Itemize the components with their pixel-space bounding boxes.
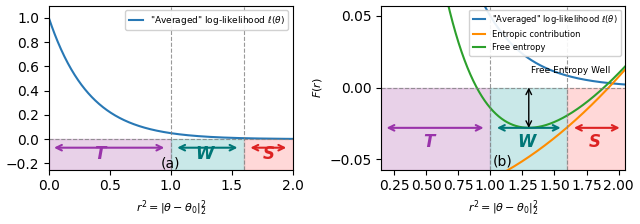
"Averaged" log-likelihood $\ell(\theta)$ (177, 133, 184, 136)
Free entropy (614, 73, 622, 75)
X-axis label: $r^2 = |\theta - \theta_0|_2^2$: $r^2 = |\theta - \theta_0|_2^2$ (468, 199, 538, 218)
"Averaged" log-likelihood $\ell(\theta)$ (283, 138, 291, 140)
Legend: "Averaged" log-likelihood $\ell(\theta)$: "Averaged" log-likelihood $\ell(\theta)$ (125, 10, 288, 30)
Entropic contribution (490, 177, 497, 179)
Line: Free entropy: Free entropy (381, 0, 625, 128)
Entropic contribution (570, 121, 577, 123)
Line: Entropic contribution: Entropic contribution (381, 70, 625, 206)
"Averaged" log-likelihood $\ell(\theta)$ (245, 137, 253, 140)
Free entropy (490, 110, 497, 113)
Free entropy (496, 116, 504, 118)
"Averaged" log-likelihood $\ell(\theta)$ (496, 29, 504, 32)
Legend: "Averaged" log-likelihood $\ell(\theta)$, Entropic contribution, Free entropy: "Averaged" log-likelihood $\ell(\theta)$… (470, 10, 621, 56)
"Averaged" log-likelihood $\ell(\theta)$ (163, 131, 170, 134)
"Averaged" log-likelihood $\ell(\theta)$ (614, 83, 621, 85)
"Averaged" log-likelihood $\ell(\theta)$ (614, 83, 622, 85)
"Averaged" log-likelihood $\ell(\theta)$ (621, 83, 629, 86)
Text: S: S (262, 145, 275, 163)
Text: (a): (a) (161, 157, 180, 171)
"Averaged" log-likelihood $\ell(\theta)$ (490, 19, 497, 22)
Line: "Averaged" log-likelihood $\ell(\theta)$: "Averaged" log-likelihood $\ell(\theta)$ (381, 0, 625, 84)
Free entropy (614, 72, 622, 75)
Y-axis label: $F(r)$: $F(r)$ (310, 77, 324, 98)
Free entropy (570, 110, 577, 113)
Text: W: W (196, 145, 214, 163)
"Averaged" log-likelihood $\ell(\theta)$ (289, 138, 296, 140)
Free entropy (525, 126, 532, 129)
"Averaged" log-likelihood $\ell(\theta)$ (570, 76, 577, 79)
"Averaged" log-likelihood $\ell(\theta)$ (190, 134, 198, 137)
Entropic contribution (614, 76, 622, 79)
Text: T: T (94, 145, 106, 163)
Entropic contribution (614, 76, 622, 79)
Text: (b): (b) (493, 154, 513, 168)
Line: "Averaged" log-likelihood $\ell(\theta)$: "Averaged" log-likelihood $\ell(\theta)$ (49, 18, 292, 139)
Entropic contribution (621, 68, 629, 71)
Entropic contribution (381, 204, 389, 207)
Text: T: T (423, 133, 435, 151)
Text: S: S (588, 133, 600, 151)
Entropic contribution (496, 173, 504, 176)
"Averaged" log-likelihood $\ell(\theta)$ (161, 131, 168, 134)
Free entropy (621, 65, 629, 68)
Entropic contribution (390, 204, 397, 207)
Entropic contribution (378, 204, 385, 207)
Text: W: W (517, 133, 536, 151)
X-axis label: $r^2 = |\theta - \theta_0|_2^2$: $r^2 = |\theta - \theta_0|_2^2$ (136, 199, 206, 218)
Text: Free Entropy Well: Free Entropy Well (531, 66, 611, 75)
"Averaged" log-likelihood $\ell(\theta)$ (45, 16, 52, 19)
